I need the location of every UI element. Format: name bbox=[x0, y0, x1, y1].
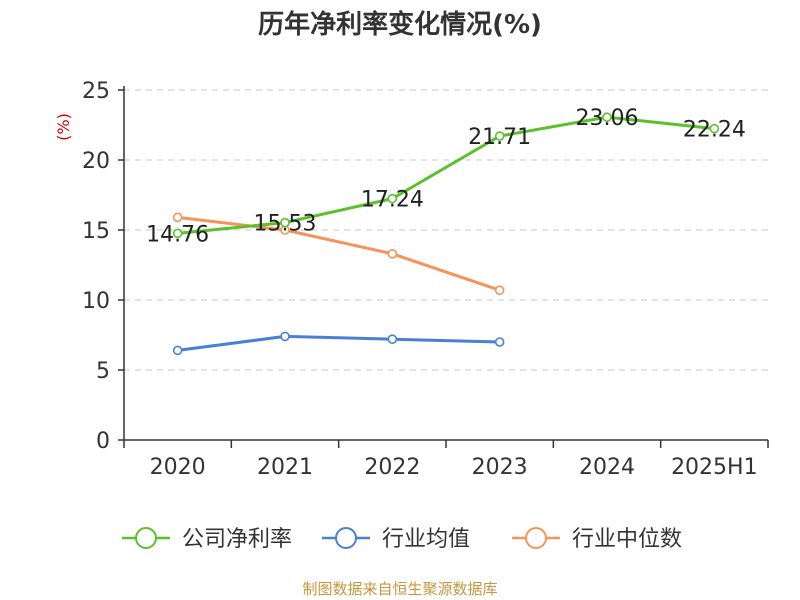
data-point bbox=[387, 193, 398, 204]
data-point bbox=[494, 337, 505, 347]
y-tick-label: 5 bbox=[96, 359, 110, 384]
legend-marker bbox=[335, 527, 357, 549]
data-point bbox=[172, 212, 183, 223]
y-tick-label: 15 bbox=[82, 219, 110, 244]
data-point bbox=[494, 285, 505, 296]
y-tick-label: 20 bbox=[82, 149, 110, 174]
data-point bbox=[172, 345, 183, 356]
y-tick-label: 0 bbox=[96, 429, 110, 454]
data-label: 15.53 bbox=[254, 212, 317, 237]
data-point bbox=[494, 131, 505, 141]
chart-title: 历年净利率变化情况(%) bbox=[258, 9, 542, 40]
data-point bbox=[709, 123, 720, 134]
series bbox=[172, 112, 720, 356]
legend-label: 行业中位数 bbox=[572, 527, 682, 552]
data-point bbox=[387, 249, 398, 259]
legend-marker bbox=[135, 527, 157, 549]
data-labels: 14.76 15.53 17.24 21.71 23.06 22.24 bbox=[146, 106, 746, 247]
axes: 0 5 10 15 20 25 2020 2021 2022 2023 2024 2025H1 bbox=[82, 79, 769, 480]
legend: 公司净利率 行业均值 行业中位数 bbox=[122, 527, 682, 552]
x-tick-label: 2025H1 bbox=[671, 455, 758, 480]
data-label: 22.24 bbox=[683, 118, 746, 143]
legend-marker bbox=[525, 527, 547, 549]
grid bbox=[124, 89, 768, 371]
series-line bbox=[177, 215, 501, 292]
legend-label: 行业均值 bbox=[382, 527, 470, 552]
data-point bbox=[280, 331, 290, 342]
legend-label: 公司净利率 bbox=[182, 527, 292, 552]
data-point bbox=[280, 217, 290, 228]
data-label: 23.06 bbox=[576, 106, 639, 131]
y-axis-label: (%) bbox=[54, 113, 73, 141]
series-line bbox=[177, 115, 715, 235]
source-note: 制图数据来自恒生聚源数据库 bbox=[302, 580, 497, 598]
x-tick-label: 2024 bbox=[579, 455, 635, 480]
y-tick-label: 25 bbox=[82, 79, 110, 104]
y-tick-label: 10 bbox=[82, 289, 110, 314]
x-tick-label: 2023 bbox=[472, 455, 528, 480]
data-label: 17.24 bbox=[361, 188, 424, 213]
x-tick-label: 2022 bbox=[364, 455, 420, 480]
x-tick-label: 2020 bbox=[150, 455, 206, 480]
series-line bbox=[177, 334, 500, 352]
data-point bbox=[387, 334, 398, 345]
data-point bbox=[602, 112, 612, 122]
data-point bbox=[172, 228, 183, 239]
data-label: 14.76 bbox=[146, 222, 209, 247]
data-label: 21.71 bbox=[468, 125, 531, 150]
x-tick-label: 2021 bbox=[257, 455, 313, 480]
